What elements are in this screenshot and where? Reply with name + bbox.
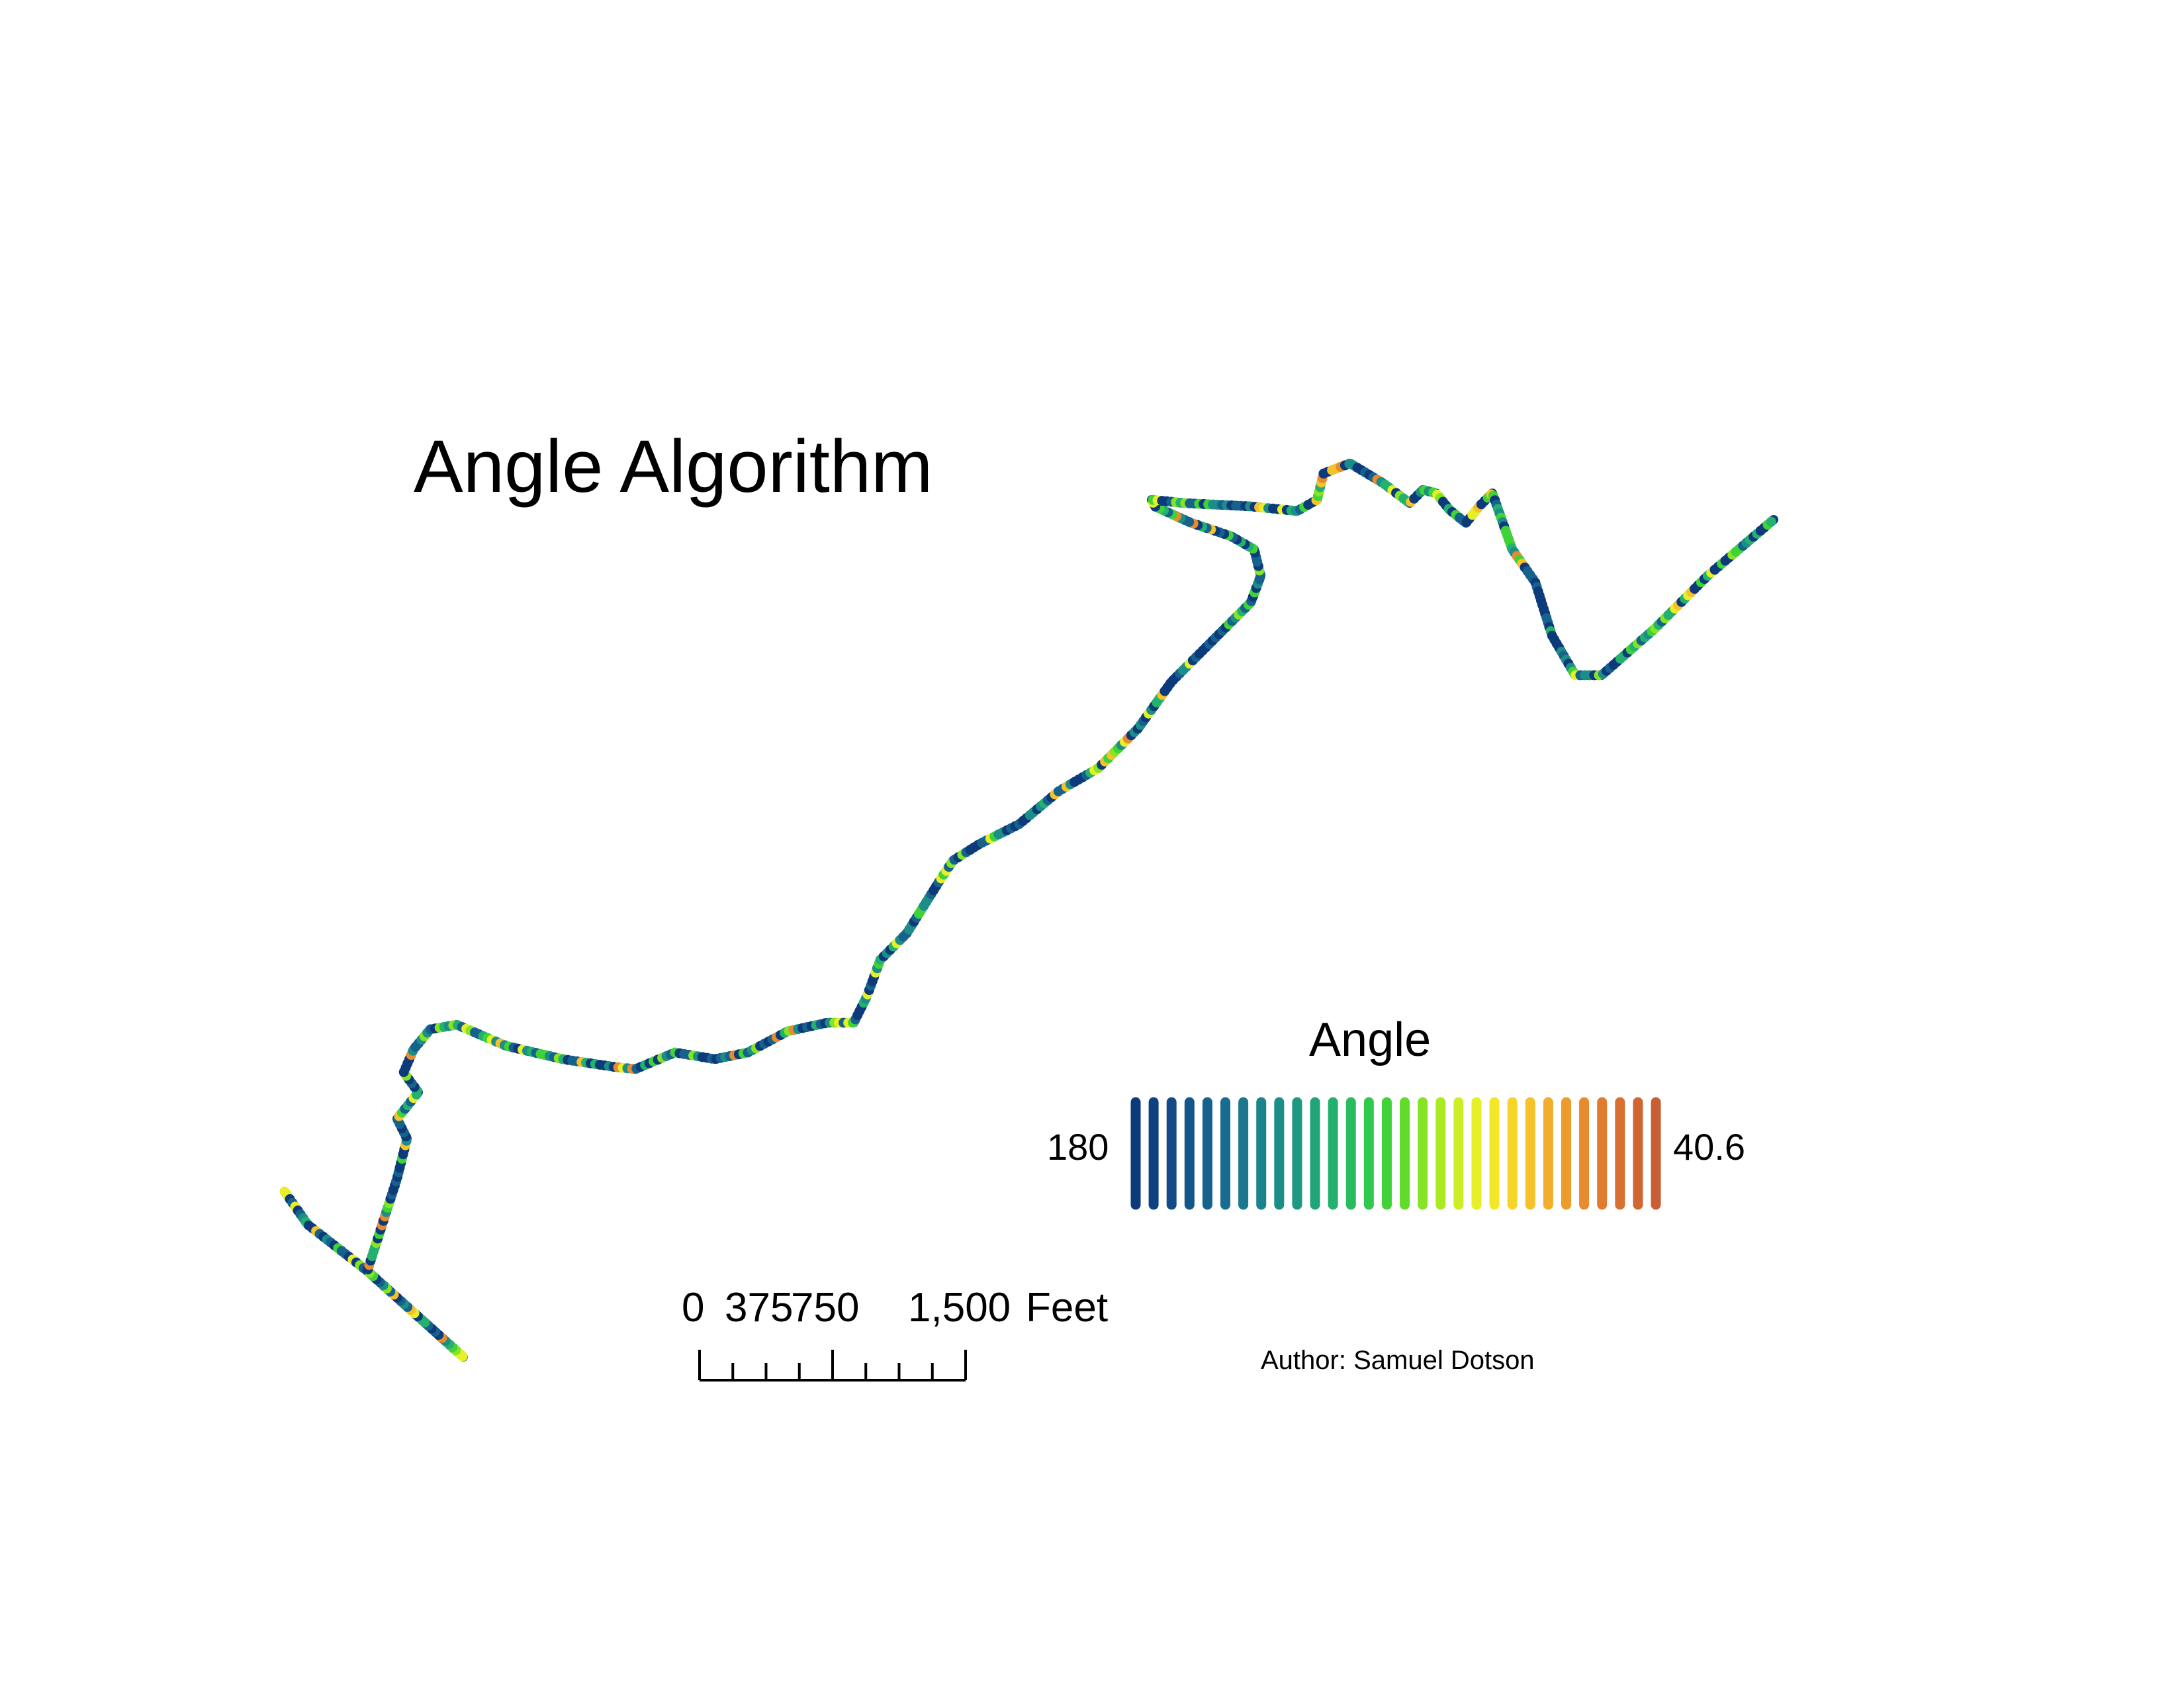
scale-label-0: 0 (682, 1285, 705, 1331)
scale-label-1500: 1,500 (908, 1285, 1011, 1331)
scale-bar (698, 1350, 967, 1382)
scale-unit: Feet (1026, 1285, 1109, 1331)
legend-min-label: 180 (1047, 1126, 1109, 1168)
legend-title: Angle (1309, 1013, 1432, 1066)
legend-color-ramp (1130, 1097, 1661, 1210)
route-point (1766, 516, 1776, 527)
scale-label-375: 375 (725, 1285, 794, 1331)
route-line (280, 459, 1778, 1362)
map-title: Angle Algorithm (414, 425, 933, 508)
author-credit: Author: Samuel Dotson (1261, 1346, 1535, 1375)
route-layer (279, 458, 1778, 1362)
legend-max-label: 40.6 (1673, 1126, 1745, 1168)
scale-label-750: 750 (791, 1285, 860, 1331)
